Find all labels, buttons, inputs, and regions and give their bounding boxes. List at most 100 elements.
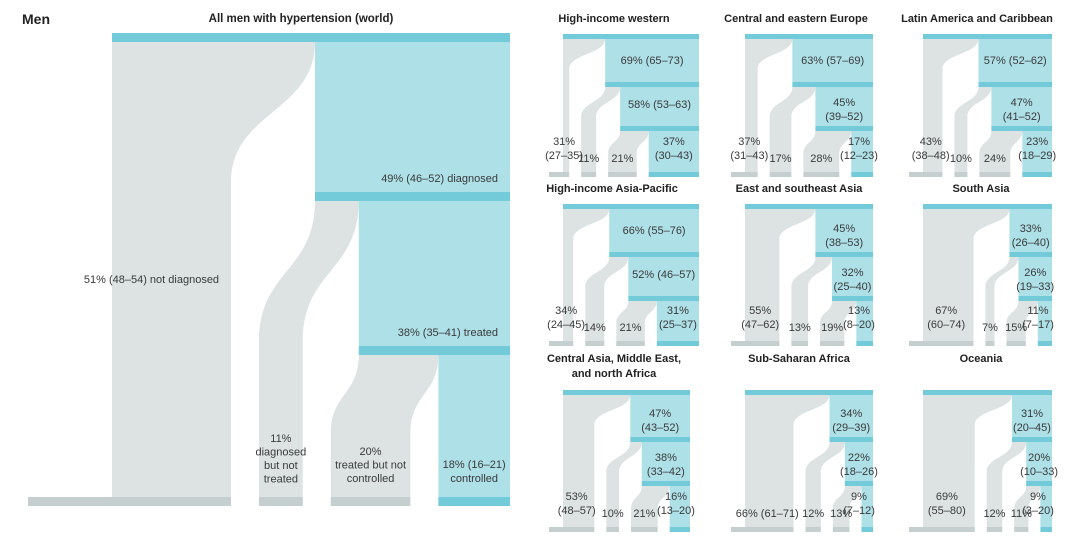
- bottom-bar-not-diagnosed: [731, 527, 794, 532]
- label-not-diagnosed: 67% (60–74): [927, 305, 965, 331]
- bottom-bar-not-diagnosed: [909, 527, 975, 532]
- label-treated-not-controlled: 15%: [1005, 322, 1027, 334]
- panel-title: All men with hypertension (world): [209, 13, 394, 25]
- ribbon-treated-not-controlled: [803, 131, 852, 172]
- ribbon-diagnosed-not-treated: [985, 257, 1019, 341]
- block-controlled: [851, 131, 873, 172]
- bottom-bar-not-diagnosed: [909, 172, 943, 177]
- ribbon-not-diagnosed: [923, 39, 979, 172]
- bottom-bar-diagnosed-not-treated: [791, 341, 809, 346]
- bar-all: [563, 34, 699, 39]
- ribbon-treated-not-controlled: [979, 131, 1023, 172]
- bottom-bar-controlled: [861, 527, 873, 532]
- bottom-bar-controlled: [656, 341, 699, 346]
- bottom-bar-controlled: [669, 527, 690, 532]
- ribbon-not-diagnosed: [745, 395, 830, 527]
- label-diagnosed-not-treated: 14%: [584, 322, 606, 334]
- label-treated-not-controlled: 21%: [633, 508, 655, 520]
- bottom-bar-treated-not-controlled: [1014, 527, 1029, 532]
- bar-treated: [991, 126, 1052, 131]
- bar-diagnosed: [1012, 437, 1052, 442]
- block-diagnosed: [829, 395, 873, 437]
- bottom-bar-not-diagnosed: [549, 527, 595, 532]
- panel-3: Latin America and Caribbean 57% (52–62) 47…: [901, 13, 1056, 177]
- ribbon-treated-not-controlled: [1006, 301, 1038, 341]
- bottom-bar-controlled: [438, 497, 510, 506]
- label-treated: 38% (35–41) treated: [398, 327, 498, 339]
- block-controlled: [669, 486, 690, 527]
- bar-diagnosed: [792, 82, 873, 87]
- bar-all: [923, 204, 1052, 209]
- bottom-bar-controlled: [1022, 172, 1052, 177]
- label-controlled: 16% (13–20): [657, 491, 695, 517]
- bottom-bar-treated-not-controlled: [608, 172, 637, 177]
- page-label: Men: [22, 11, 50, 27]
- panel-title: Oceania: [960, 353, 1004, 365]
- label-controlled: 9% (7–12): [843, 491, 875, 517]
- panel-title: High-income Asia-Pacific: [546, 183, 678, 195]
- ribbon-not-diagnosed: [923, 395, 1013, 527]
- label-diagnosed-not-treated: 12%: [983, 508, 1005, 520]
- bottom-bar-treated-not-controlled: [820, 341, 845, 346]
- block-diagnosed: [605, 39, 699, 82]
- label-diagnosed: 33% (26–40): [1012, 223, 1050, 249]
- bottom-bar-diagnosed-not-treated: [986, 527, 1003, 532]
- label-treated-not-controlled: 21%: [620, 322, 642, 334]
- ribbon-treated-not-controlled: [608, 131, 649, 172]
- bottom-bar-not-diagnosed: [549, 172, 570, 177]
- bar-diagnosed: [829, 437, 873, 442]
- label-treated-not-controlled: 24%: [984, 153, 1006, 165]
- label-treated-not-controlled: 19%: [821, 322, 843, 334]
- block-diagnosed: [630, 395, 690, 437]
- block-controlled: [1040, 486, 1052, 527]
- ribbon-not-diagnosed: [745, 39, 793, 172]
- label-diagnosed: 31% (20–45): [1013, 408, 1051, 434]
- label-diagnosed: 45% (38–53): [825, 223, 863, 249]
- bottom-bar-treated-not-controlled: [330, 497, 411, 506]
- bottom-bar-not-diagnosed: [28, 497, 231, 506]
- bottom-bar-controlled: [648, 172, 699, 177]
- ribbon-not-diagnosed: [563, 395, 631, 527]
- label-treated: 32% (25–40): [834, 267, 872, 293]
- bottom-bar-controlled: [1040, 527, 1052, 532]
- bottom-bar-diagnosed-not-treated: [585, 341, 605, 346]
- label-controlled: 37% (30–43): [655, 136, 693, 162]
- bar-treated: [815, 126, 873, 131]
- ribbon-treated-not-controlled: [1014, 486, 1041, 527]
- block-controlled: [438, 355, 510, 497]
- bottom-bar-treated-not-controlled: [803, 172, 840, 177]
- label-diagnosed-not-treated: 11%: [578, 153, 599, 165]
- label-not-diagnosed: 66% (61–71): [736, 508, 799, 520]
- block-controlled: [1037, 301, 1052, 341]
- label-not-diagnosed: 51% (48–54) not diagnosed: [84, 274, 219, 286]
- ribbon-not-diagnosed: [923, 209, 1010, 341]
- block-diagnosed: [609, 209, 699, 252]
- label-not-diagnosed: 55% (47–62): [741, 305, 779, 331]
- label-controlled: 31% (25–37): [659, 305, 697, 331]
- label-diagnosed-not-treated: 7%: [982, 322, 998, 334]
- label-treated-not-controlled: 28%: [810, 153, 832, 165]
- bottom-bar-not-diagnosed: [909, 341, 974, 346]
- bar-all: [563, 390, 690, 395]
- bottom-bar-diagnosed-not-treated: [258, 497, 303, 506]
- bottom-bar-treated-not-controlled: [832, 527, 850, 532]
- block-diagnosed: [1009, 209, 1052, 252]
- ribbon-diagnosed-not-treated: [791, 257, 833, 341]
- label-controlled: 11% (7–17): [1022, 305, 1054, 331]
- panel-6: South Asia 33% (26–40) 26% (19–33) 67% (60–74)…: [909, 183, 1054, 346]
- bar-treated: [620, 126, 699, 131]
- bottom-bar-treated-not-controlled: [979, 172, 1011, 177]
- panels: All men with hypertension (world) 49% (46…: [28, 13, 1058, 532]
- label-treated: 38% (33–42): [647, 452, 685, 478]
- bar-all: [923, 390, 1052, 395]
- bar-treated: [1018, 296, 1052, 301]
- ribbon-treated-not-controlled: [330, 355, 439, 497]
- panel-4: High-income Asia-Pacific 66% (55–76) 52% (…: [546, 183, 699, 346]
- label-treated: 26% (19–33): [1016, 267, 1054, 293]
- block-diagnosed: [1012, 395, 1052, 437]
- ribbon-treated-not-controlled: [820, 301, 857, 341]
- label-diagnosed-not-treated: 10%: [602, 508, 624, 520]
- bottom-bar-diagnosed-not-treated: [769, 172, 792, 177]
- bar-diagnosed: [314, 192, 510, 201]
- ribbon-diagnosed-not-treated: [581, 87, 621, 172]
